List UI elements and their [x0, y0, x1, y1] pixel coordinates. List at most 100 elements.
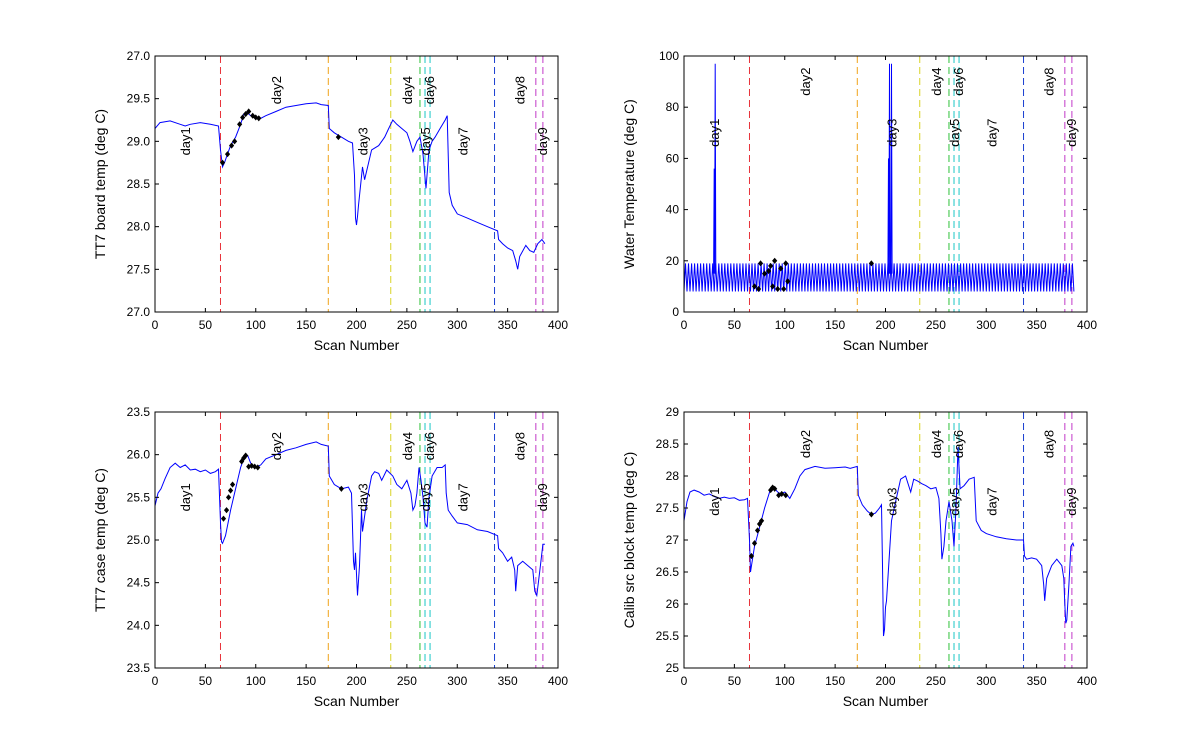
data-marker: [748, 552, 755, 560]
data-marker: [775, 285, 781, 293]
plot-area: [684, 63, 1075, 293]
data-marker: [256, 115, 262, 122]
y-tick-label: 29.5: [127, 92, 151, 106]
y-tick-label: 40: [666, 203, 680, 217]
subplot-4: 0 50 100 150 200 250 300 350 400 25 25.5 26 26.5 27 27…: [621, 405, 1097, 709]
x-tick-label: 250: [397, 318, 417, 332]
x-tick-label: 350: [1027, 674, 1047, 688]
day-label: day3: [356, 127, 371, 155]
day-label: day8: [513, 76, 528, 104]
data-marker: [239, 458, 245, 465]
day-label: day6: [422, 76, 437, 104]
data-marker: [762, 270, 768, 277]
x-axis-label: Scan Number: [843, 693, 929, 709]
data-line: [684, 447, 1075, 637]
plot-area: [684, 447, 1075, 637]
data-marker: [783, 492, 789, 499]
data-marker: [772, 485, 778, 492]
day-label: day6: [951, 430, 966, 458]
x-tick-label: 400: [1077, 318, 1097, 332]
y-axis-label: TT7 case temp (deg C): [92, 468, 108, 612]
data-marker: [785, 278, 791, 285]
x-tick-label: 100: [775, 318, 795, 332]
y-tick-label: 24.5: [127, 576, 151, 590]
data-marker: [223, 507, 230, 514]
data-marker: [757, 260, 764, 267]
day-label: day9: [535, 483, 550, 511]
x-tick-label: 150: [825, 318, 845, 332]
data-marker: [768, 262, 774, 269]
data-marker: [240, 114, 246, 121]
data-marker: [224, 151, 231, 158]
data-marker: [229, 481, 236, 488]
data-marker: [772, 257, 778, 264]
day-label: day7: [455, 127, 470, 155]
day-label: day7: [984, 487, 999, 515]
data-marker: [237, 121, 243, 128]
x-tick-label: 50: [199, 674, 213, 688]
x-tick-label: 300: [447, 674, 467, 688]
day-label: day9: [1064, 119, 1079, 147]
x-tick-label: 0: [681, 674, 688, 688]
data-marker: [779, 490, 785, 497]
day-label: day8: [1042, 67, 1057, 95]
day-label: day6: [422, 432, 437, 460]
data-marker: [243, 110, 249, 118]
day-label: day2: [798, 67, 813, 95]
day-label: day3: [885, 119, 900, 147]
data-marker: [781, 285, 787, 293]
day-label: day7: [455, 483, 470, 511]
x-tick-label: 350: [498, 318, 518, 332]
day-label: day2: [798, 430, 813, 458]
data-marker: [751, 283, 758, 290]
y-tick-label: 28: [666, 469, 680, 483]
y-tick-label: 80: [666, 100, 680, 114]
x-tick-label: 50: [728, 318, 742, 332]
data-marker: [868, 511, 874, 518]
plot-area: [155, 441, 545, 598]
day-label: day6: [951, 67, 966, 95]
day-label: day4: [929, 67, 944, 95]
day-label: day5: [418, 127, 433, 155]
subplot-1: 0 50 100 150 200 250 300 350 400 27.0 27.5 28.0 28.5…: [92, 49, 568, 353]
subplot-2: 0 50 100 150 200 250 300 350 400 0 20 40 60 80 100 day1…: [621, 49, 1097, 353]
x-tick-label: 200: [875, 674, 895, 688]
x-tick-label: 400: [1077, 674, 1097, 688]
x-tick-label: 150: [296, 674, 316, 688]
y-tick-label: 25.5: [127, 490, 151, 504]
x-tick-label: 250: [926, 318, 946, 332]
x-tick-label: 200: [346, 318, 366, 332]
data-line: [155, 441, 545, 598]
day-label: day1: [178, 483, 193, 511]
plot-area: [155, 102, 546, 270]
day-label: day8: [1042, 430, 1057, 458]
y-tick-label: 27.5: [656, 501, 680, 515]
y-axis-label: Calib src block temp (deg C): [621, 452, 637, 629]
x-tick-label: 350: [1027, 318, 1047, 332]
data-marker: [751, 540, 758, 547]
data-marker: [770, 283, 776, 290]
x-axis-label: Scan Number: [314, 337, 400, 353]
data-marker: [220, 515, 227, 522]
day-label: day3: [356, 483, 371, 511]
x-axis-label: Scan Number: [843, 337, 929, 353]
data-marker: [225, 494, 232, 501]
y-tick-label: 26: [666, 597, 680, 611]
y-axis-label: TT7 board temp (deg C): [92, 109, 108, 259]
data-marker: [766, 267, 772, 275]
day-label: day5: [418, 483, 433, 511]
day-label: day4: [929, 430, 944, 458]
y-tick-label: 25: [666, 661, 680, 675]
x-tick-label: 400: [548, 674, 568, 688]
x-tick-label: 350: [498, 674, 518, 688]
y-tick-label: 100: [659, 49, 679, 63]
data-marker: [754, 527, 761, 534]
y-tick-label: 25.5: [656, 629, 680, 643]
data-marker: [228, 142, 235, 149]
day-label: day3: [885, 487, 900, 515]
x-tick-label: 300: [976, 674, 996, 688]
x-tick-label: 250: [926, 674, 946, 688]
x-tick-label: 0: [681, 318, 688, 332]
x-tick-label: 0: [152, 674, 159, 688]
data-marker: [232, 138, 238, 145]
